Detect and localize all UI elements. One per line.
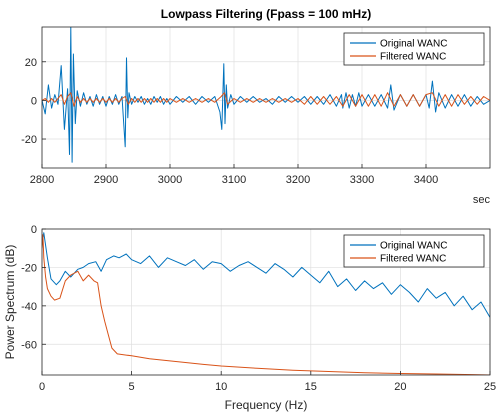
x-tick-label: 2800 xyxy=(30,174,54,186)
x-tick-label: 15 xyxy=(305,381,317,393)
spectrum-axes-box xyxy=(41,228,491,376)
series-line-original-wanc xyxy=(42,232,490,318)
time-legend: Original WANC Filtered WANC xyxy=(343,32,485,66)
x-tick-label: 20 xyxy=(394,381,406,393)
spectrum-legend-box xyxy=(343,234,485,268)
spectrum-axes-ticks: 0 5 10 15 20 25 0 -20 -40 -60 xyxy=(21,224,496,393)
x-tick-label: 0 xyxy=(39,381,45,393)
x-tick-label: 3100 xyxy=(222,174,246,186)
x-tick-label: 25 xyxy=(484,381,496,393)
y-tick-label: 0 xyxy=(31,224,37,236)
time-x-axis-label: sec xyxy=(473,194,491,206)
y-tick-label: -40 xyxy=(21,301,37,313)
y-tick-label: -20 xyxy=(21,134,37,146)
spectrum-x-axis-label: Frequency (Hz) xyxy=(225,398,308,412)
y-tick-label: 0 xyxy=(31,95,37,107)
x-tick-label: 3000 xyxy=(158,174,182,186)
series-line-filtered-wanc xyxy=(42,92,490,107)
spectrum-axes: 0 5 10 15 20 25 0 -20 -40 -60 Frequency (Hz) Powe… xyxy=(3,224,496,412)
time-axes-box xyxy=(41,26,491,169)
y-tick-label: 20 xyxy=(25,57,37,69)
time-domain-axes: 2800 2900 3000 3100 3200 3300 3400 20 0 -20 Lowpa… xyxy=(21,7,490,206)
time-axes-series xyxy=(42,27,490,163)
time-axes-ticks: 2800 2900 3000 3100 3200 3300 3400 20 0 -20 xyxy=(21,57,438,186)
spectrum-legend-label-filtered: Filtered WANC xyxy=(380,254,446,265)
spectrum-legend: Original WANC Filtered WANC xyxy=(343,234,485,268)
series-line-filtered-wanc xyxy=(42,234,490,375)
spectrum-y-axis-label: Power Spectrum (dB) xyxy=(3,245,17,360)
time-legend-box xyxy=(343,32,485,66)
x-tick-label: 10 xyxy=(215,381,227,393)
x-tick-label: 2900 xyxy=(94,174,118,186)
series-line-original-wanc xyxy=(42,27,490,163)
x-tick-label: 5 xyxy=(129,381,135,393)
time-legend-label-original: Original WANC xyxy=(380,39,447,50)
spectrum-axes-series xyxy=(42,232,490,375)
x-tick-label: 3300 xyxy=(350,174,374,186)
y-tick-label: -20 xyxy=(21,262,37,274)
spectrum-legend-label-original: Original WANC xyxy=(380,241,447,252)
x-tick-label: 3200 xyxy=(286,174,310,186)
y-tick-label: -60 xyxy=(21,339,37,351)
chart-title: Lowpass Filtering (Fpass = 100 mHz) xyxy=(161,7,371,21)
x-tick-label: 3400 xyxy=(414,174,438,186)
time-legend-label-filtered: Filtered WANC xyxy=(380,52,446,63)
